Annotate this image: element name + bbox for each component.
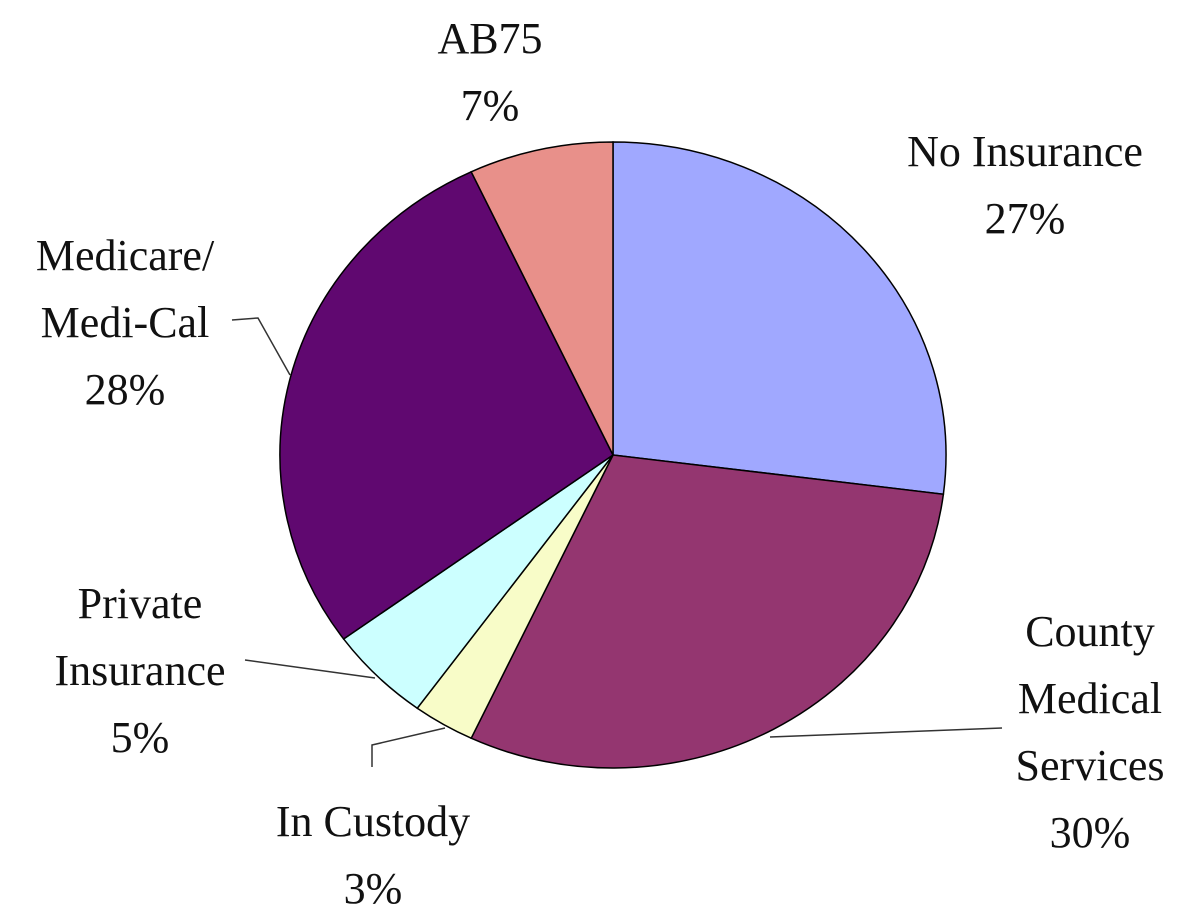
slice-label: AB75 7% [310,5,670,139]
leader-line [231,317,291,376]
leader-line [244,659,376,679]
pie-slice [470,454,945,769]
category-label: AB75 [437,14,543,63]
pie-slice [470,141,614,456]
value-label: 28% [84,365,166,414]
pie-slice [612,141,947,496]
slice-label: In Custody 3% [193,788,553,905]
slice-label: Private Insurance 5% [0,570,320,771]
value-label: 7% [460,81,520,130]
leader-line [769,727,1003,738]
value-label: 27% [984,194,1066,243]
category-label: No Insurance [907,127,1143,176]
category-label: Private Insurance [54,579,226,695]
slice-label: Medicare/ Medi-Cal 28% [0,222,305,423]
category-label: Medicare/ Medi-Cal [35,231,215,347]
pie-slice [279,170,614,640]
leader-line [371,727,446,767]
value-label: 30% [1049,808,1131,857]
value-label: 3% [343,864,403,905]
category-label: County Medical Services [1015,607,1165,790]
slice-label: County Medical Services 30% [910,598,1191,866]
slice-label: No Insurance 27% [845,118,1191,252]
category-label: In Custody [275,797,471,846]
value-label: 5% [110,713,170,762]
